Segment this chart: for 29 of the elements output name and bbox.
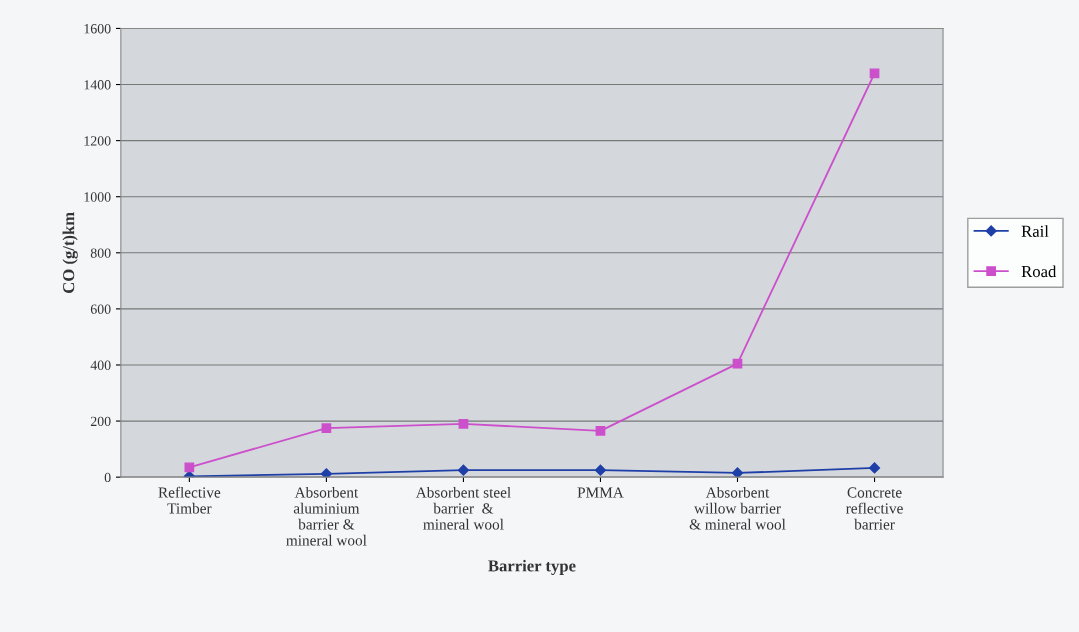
point: [869, 68, 880, 79]
point: [458, 419, 469, 429]
y-tick-label: 1400: [84, 80, 111, 90]
y-tick-label: 200: [90, 416, 111, 427]
x-tick-label: PMMA: [577, 487, 624, 498]
point: [594, 464, 607, 476]
point: [731, 467, 744, 478]
x-axis-title: Barrier type: [488, 559, 576, 575]
x-tick-label: Absorbent willow barrier & mineral wool: [689, 486, 786, 530]
y-tick-label: 1000: [84, 192, 111, 202]
y-tick-label: 1200: [84, 136, 111, 146]
x-tick-label: Absorbent aluminium barrier & mineral wool: [286, 486, 367, 546]
y-tick-label: 1600: [84, 24, 111, 34]
y-tick-label: 0: [104, 472, 111, 483]
y-tick-label: 600: [90, 304, 111, 314]
x-tick-label: Concrete reflective barrier: [846, 487, 903, 530]
y-tick-label: 400: [90, 360, 111, 370]
x-tick-label: Absorbent steel barrier & mineral wool: [415, 486, 511, 530]
y-axis-title: CO (g/t)km: [62, 212, 78, 293]
point: [868, 462, 881, 474]
y-tick-label: 800: [90, 248, 111, 258]
point: [321, 423, 332, 433]
legend-label: Rail: [1021, 225, 1049, 237]
x-tick-label: Reflective Timber: [158, 486, 221, 514]
point: [457, 464, 470, 476]
point: [184, 462, 195, 473]
legend-label: Road: [1021, 265, 1057, 278]
point: [320, 468, 333, 478]
point: [595, 426, 606, 436]
